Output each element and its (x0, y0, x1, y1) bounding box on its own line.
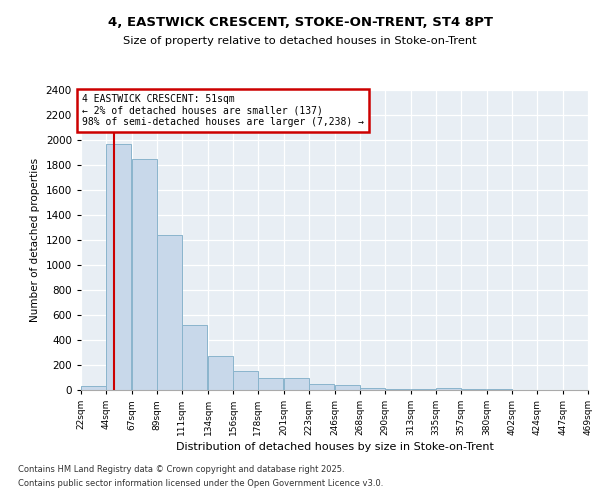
Text: Contains public sector information licensed under the Open Government Licence v3: Contains public sector information licen… (18, 479, 383, 488)
Bar (132, 159, 157, 390)
Text: Contains HM Land Registry data © Crown copyright and database right 2025.: Contains HM Land Registry data © Crown c… (18, 466, 344, 474)
Text: Size of property relative to detached houses in Stoke-on-Trent: Size of property relative to detached ho… (123, 36, 477, 46)
Bar (436, 388, 461, 390)
Y-axis label: Number of detached properties: Number of detached properties (30, 158, 40, 322)
Bar (309, 384, 334, 390)
Bar (233, 370, 258, 390)
Bar (208, 356, 233, 390)
Bar (106, 144, 131, 390)
Bar (258, 378, 283, 390)
Bar (157, 235, 182, 390)
Bar (182, 325, 207, 390)
Bar (335, 385, 360, 390)
Bar (385, 389, 410, 390)
Bar (284, 378, 309, 390)
Bar (360, 388, 385, 390)
X-axis label: Distribution of detached houses by size in Stoke-on-Trent: Distribution of detached houses by size … (176, 442, 493, 452)
Text: 4, EASTWICK CRESCENT, STOKE-ON-TRENT, ST4 8PT: 4, EASTWICK CRESCENT, STOKE-ON-TRENT, ST… (107, 16, 493, 29)
Text: 4 EASTWICK CRESCENT: 51sqm
← 2% of detached houses are smaller (137)
98% of semi: 4 EASTWICK CRESCENT: 51sqm ← 2% of detac… (82, 94, 364, 127)
Bar (81, 386, 106, 390)
